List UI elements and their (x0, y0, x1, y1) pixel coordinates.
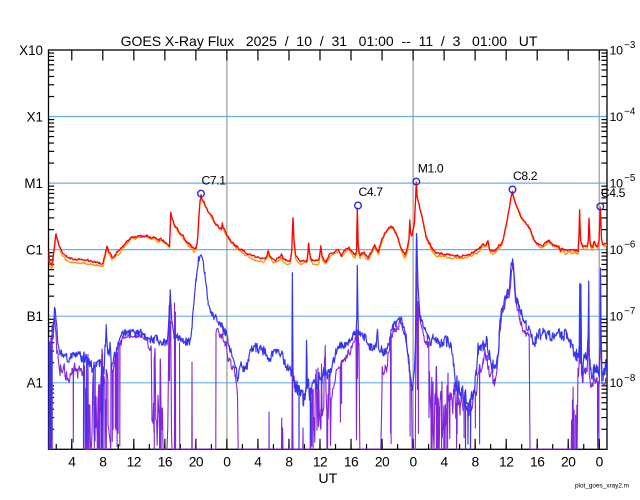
svg-text:C4.7: C4.7 (359, 185, 384, 199)
svg-text:0: 0 (596, 455, 604, 470)
svg-text:0: 0 (410, 455, 418, 470)
svg-text:−7: −7 (624, 306, 635, 317)
svg-text:12: 12 (499, 455, 513, 470)
svg-text:20: 20 (189, 455, 204, 470)
svg-text:B1: B1 (27, 309, 43, 324)
svg-text:8: 8 (472, 455, 480, 470)
svg-text:C1: C1 (26, 242, 43, 257)
svg-text:M1: M1 (24, 176, 43, 191)
svg-text:−8: −8 (624, 373, 636, 384)
svg-text:C8.2: C8.2 (513, 169, 538, 183)
svg-text:10: 10 (610, 110, 624, 124)
svg-text:10: 10 (610, 43, 624, 57)
svg-text:X1: X1 (27, 109, 43, 124)
svg-text:12: 12 (127, 455, 141, 470)
svg-text:10: 10 (610, 176, 624, 190)
svg-text:8: 8 (285, 455, 293, 470)
svg-text:20: 20 (375, 455, 390, 470)
svg-text:−3: −3 (624, 40, 636, 51)
svg-text:12: 12 (313, 455, 327, 470)
svg-text:4: 4 (68, 455, 76, 470)
svg-text:X10: X10 (19, 43, 43, 58)
svg-text:10: 10 (610, 376, 624, 390)
svg-text:10: 10 (610, 243, 624, 257)
svg-text:0: 0 (223, 455, 231, 470)
svg-text:A1: A1 (27, 376, 43, 391)
svg-text:−5: −5 (624, 173, 636, 184)
svg-text:−4: −4 (624, 107, 636, 118)
svg-text:16: 16 (344, 455, 359, 470)
svg-text:M1.0: M1.0 (418, 161, 444, 175)
svg-text:4: 4 (441, 455, 449, 470)
svg-text:16: 16 (158, 455, 173, 470)
svg-text:−6: −6 (624, 240, 636, 251)
svg-text:plot_goes_xray2.m: plot_goes_xray2.m (575, 483, 629, 490)
svg-text:8: 8 (99, 455, 107, 470)
svg-text:10: 10 (610, 310, 624, 324)
svg-text:20: 20 (561, 455, 576, 470)
svg-text:C7.1: C7.1 (202, 173, 227, 187)
svg-text:4: 4 (254, 455, 262, 470)
svg-text:UT: UT (318, 471, 337, 487)
svg-text:GOES X-Ray Flux 2025 / 10: GOES X-Ray Flux 2025 / 10 / 31 01:00 -- … (121, 33, 538, 49)
svg-text:16: 16 (530, 455, 545, 470)
svg-text:C4.5: C4.5 (601, 186, 626, 200)
